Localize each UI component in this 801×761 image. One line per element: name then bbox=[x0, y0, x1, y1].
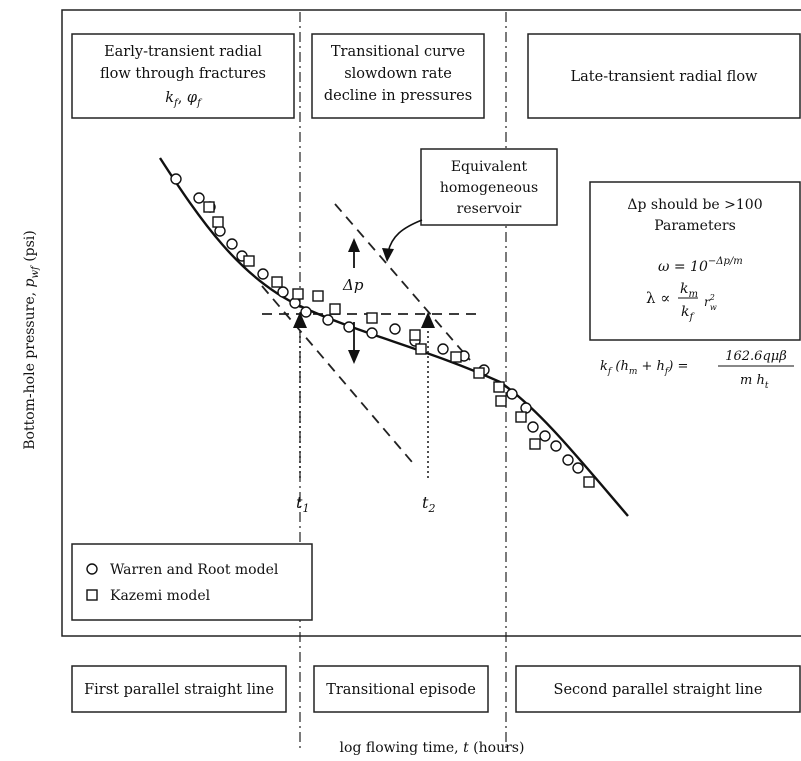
warren-root-point bbox=[300, 306, 312, 318]
kazemi-point bbox=[329, 303, 341, 315]
transitional-episode-label: Transitional episode bbox=[326, 682, 476, 698]
kazemi-point bbox=[415, 343, 427, 355]
lambda-numerator: km bbox=[680, 281, 698, 300]
kazemi-point bbox=[450, 351, 462, 363]
kazemi-point bbox=[529, 438, 541, 450]
transitional-curve-box bbox=[311, 33, 485, 119]
legend-square-label: Kazemi model bbox=[110, 588, 211, 604]
equivalent-reservoir-line1: Equivalent bbox=[451, 159, 528, 175]
warren-root-point bbox=[257, 268, 269, 280]
permeability-thickness-equation: kf (hm + hf) = 162.6qμβ m ht bbox=[600, 349, 794, 391]
legend-circle-label: Warren and Root model bbox=[110, 562, 279, 578]
pressure-curve bbox=[158, 157, 629, 517]
warren-root-point bbox=[366, 327, 378, 339]
warren-root-point bbox=[170, 173, 182, 185]
kazemi-point bbox=[515, 411, 527, 423]
early-transient-parameters: kf, φf bbox=[165, 90, 203, 109]
x-axis-title: log flowing time, t (hours) bbox=[340, 740, 525, 756]
delta-p-arrow-up-head bbox=[348, 238, 360, 252]
equivalent-reservoir-line3: reservoir bbox=[457, 201, 522, 217]
late-transient-label: Late-transient radial flow bbox=[571, 69, 759, 85]
warren-root-point bbox=[343, 321, 355, 333]
kazemi-point bbox=[243, 255, 255, 267]
warren-root-markers bbox=[170, 173, 584, 474]
t2-label: t2 bbox=[422, 493, 435, 515]
early-transient-line1: Early-transient radial bbox=[104, 44, 262, 60]
legend-square-marker bbox=[86, 589, 98, 601]
warren-root-point bbox=[562, 454, 574, 466]
warren-root-point bbox=[506, 388, 518, 400]
kazemi-point bbox=[271, 276, 283, 288]
warren-root-point bbox=[539, 430, 551, 442]
kazemi-point bbox=[473, 367, 485, 379]
kazemi-point bbox=[583, 476, 595, 488]
kazemi-point bbox=[212, 216, 224, 228]
second-line-label: Second parallel straight line bbox=[554, 682, 763, 698]
warren-root-point bbox=[527, 421, 539, 433]
first-line-label: First parallel straight line bbox=[84, 682, 274, 698]
kazemi-point bbox=[292, 288, 304, 300]
early-transient-line2: flow through fractures bbox=[100, 66, 266, 82]
transitional-curve-line2: slowdown rate bbox=[344, 66, 452, 82]
kf-lhs: kf (hm + hf) = bbox=[600, 359, 688, 377]
delta-p-label: Δp bbox=[342, 276, 364, 294]
warren-root-point bbox=[322, 314, 334, 326]
kazemi-point bbox=[366, 312, 378, 324]
t1-label: t1 bbox=[296, 493, 309, 515]
warren-root-point bbox=[389, 323, 401, 335]
parameters-box bbox=[589, 181, 801, 341]
legend-circle-marker bbox=[86, 563, 98, 575]
kf-numerator: 162.6qμβ bbox=[725, 349, 787, 364]
lambda-rw: r2 w bbox=[704, 293, 717, 312]
kf-denominator: m ht bbox=[740, 373, 769, 391]
lambda-denominator: kf bbox=[681, 304, 695, 323]
kazemi-point bbox=[312, 290, 324, 302]
parameters-heading: Parameters bbox=[654, 218, 736, 234]
lambda-lhs: λ ∝ bbox=[646, 289, 670, 307]
early-transient-box bbox=[71, 33, 295, 119]
kazemi-point bbox=[495, 395, 507, 407]
y-axis-title: Bottom-hole pressure, pwf (psi) bbox=[22, 230, 41, 450]
delta-p-arrow-down-head bbox=[348, 350, 360, 364]
omega-equation: ω = 10−Δp/m bbox=[658, 256, 743, 275]
warren-root-point bbox=[550, 440, 562, 452]
first-line-box bbox=[71, 665, 287, 713]
kazemi-point bbox=[493, 381, 505, 393]
equivalent-reservoir-line2: homogeneous bbox=[440, 180, 538, 196]
warren-root-point bbox=[277, 286, 289, 298]
t2-arrowhead bbox=[421, 312, 435, 328]
kazemi-markers bbox=[203, 201, 595, 488]
second-line-box bbox=[515, 665, 801, 713]
lambda-equation: λ ∝ km kf r2 w bbox=[646, 281, 717, 323]
kazemi-point bbox=[409, 329, 421, 341]
warren-root-point bbox=[193, 192, 205, 204]
parallel-line-upper bbox=[334, 203, 471, 361]
kazemi-point bbox=[203, 201, 215, 213]
transitional-curve-line1: Transitional curve bbox=[331, 44, 465, 60]
equivalent-reservoir-box bbox=[420, 148, 558, 226]
warren-root-point bbox=[226, 238, 238, 250]
plot-frame bbox=[61, 9, 801, 637]
callout-pointer-line bbox=[387, 219, 423, 253]
legend-box bbox=[71, 543, 313, 621]
transitional-curve-line3: decline in pressures bbox=[324, 88, 472, 104]
parameters-condition: Δp should be >100 bbox=[627, 197, 762, 213]
late-transient-box bbox=[527, 33, 801, 119]
callout-pointer-head bbox=[382, 248, 394, 262]
t1-arrowhead bbox=[293, 312, 307, 328]
parallel-line-lower bbox=[261, 285, 413, 463]
warren-root-point bbox=[572, 462, 584, 474]
warren-root-point bbox=[437, 343, 449, 355]
transitional-episode-box bbox=[313, 665, 489, 713]
